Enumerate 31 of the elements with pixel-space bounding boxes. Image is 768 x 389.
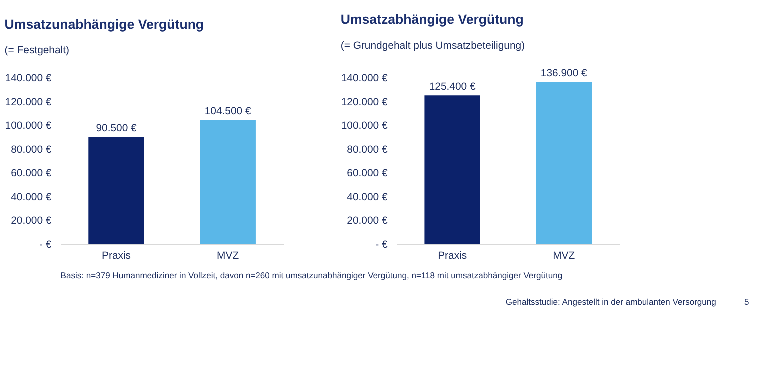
data-label: 125.400 € bbox=[429, 82, 476, 93]
y-tick-label: 120.000 € bbox=[341, 97, 388, 108]
chart-subtitle: (= Festgehalt) bbox=[4, 46, 70, 57]
y-tick-label: 60.000 € bbox=[347, 168, 388, 180]
x-tick-label: Praxis bbox=[438, 251, 468, 262]
y-tick-label: 60.000 € bbox=[11, 168, 52, 180]
y-tick-label: 80.000 € bbox=[11, 144, 52, 156]
y-tick-label: 140.000 € bbox=[5, 74, 52, 85]
text: Basis: n=379 Humanmediziner in Vollzeit, davon n=260 mit umsatzunabhängiger Vergütung, n=118 mit umsatzabhängiger Vergütung bbox=[60, 270, 563, 281]
y-tick-label: 120.000 € bbox=[5, 97, 52, 108]
y-tick-label: - € bbox=[376, 240, 388, 251]
y-tick-label: - € bbox=[40, 240, 52, 251]
chart-title: Umsatzunabhängige Vergütung bbox=[4, 16, 204, 32]
data-label: 136.900 € bbox=[540, 68, 588, 80]
data-label: 104.500 € bbox=[204, 106, 252, 118]
y-tick-label: 100.000 € bbox=[5, 121, 52, 132]
text: Gehaltsstudie: Angestellt in der ambulanten Versorgung bbox=[506, 297, 717, 308]
chart-title: Umsatzabhängige Vergütung bbox=[340, 12, 524, 28]
data-label: 90.500 € bbox=[96, 123, 138, 134]
x-tick-label: MVZ bbox=[217, 251, 240, 262]
y-tick-label: 40.000 € bbox=[11, 192, 52, 204]
chart-subtitle: (= Grundgehalt plus Umsatzbeteiligung) bbox=[340, 40, 526, 52]
y-tick-label: 20.000 € bbox=[347, 216, 388, 228]
y-tick-label: 20.000 € bbox=[11, 216, 52, 228]
x-tick-label: MVZ bbox=[553, 251, 576, 262]
y-tick-label: 80.000 € bbox=[347, 144, 388, 156]
y-tick-label: 40.000 € bbox=[347, 192, 388, 204]
text: 5 bbox=[744, 297, 750, 308]
x-tick-label: Praxis bbox=[102, 251, 132, 262]
y-tick-label: 100.000 € bbox=[341, 121, 388, 132]
y-tick-label: 140.000 € bbox=[341, 74, 388, 85]
